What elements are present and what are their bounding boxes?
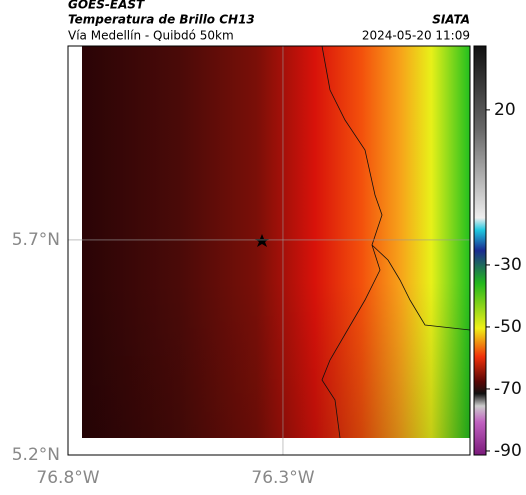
- x-tick-label: 76.3°W: [251, 468, 314, 488]
- field-shade: [82, 46, 470, 438]
- colorbar: [473, 45, 487, 456]
- source: GOES-EAST: [68, 0, 145, 12]
- map-frame: [67, 45, 471, 456]
- title: Temperatura de Brillo CH13: [68, 13, 255, 27]
- colorbar-tick-label: -50: [494, 317, 522, 337]
- subtitle: Vía Medellín - Quibdó 50km: [68, 29, 234, 43]
- y-tick-label: 5.2°N: [12, 445, 60, 465]
- location-marker: [255, 234, 269, 247]
- timestamp: 2024-05-20 11:09: [362, 29, 470, 43]
- org: SIATA: [432, 13, 470, 27]
- colorbar-tick-label: -90: [494, 441, 522, 461]
- colorbar-tick-label: -30: [494, 255, 522, 275]
- boundary: [321, 45, 471, 439]
- colorbar-tick-label: -70: [494, 379, 522, 399]
- colorbar-tick-label: 20: [494, 100, 516, 120]
- y-tick-label: 5.7°N: [12, 230, 60, 250]
- x-tick-label: 76.8°W: [36, 468, 99, 488]
